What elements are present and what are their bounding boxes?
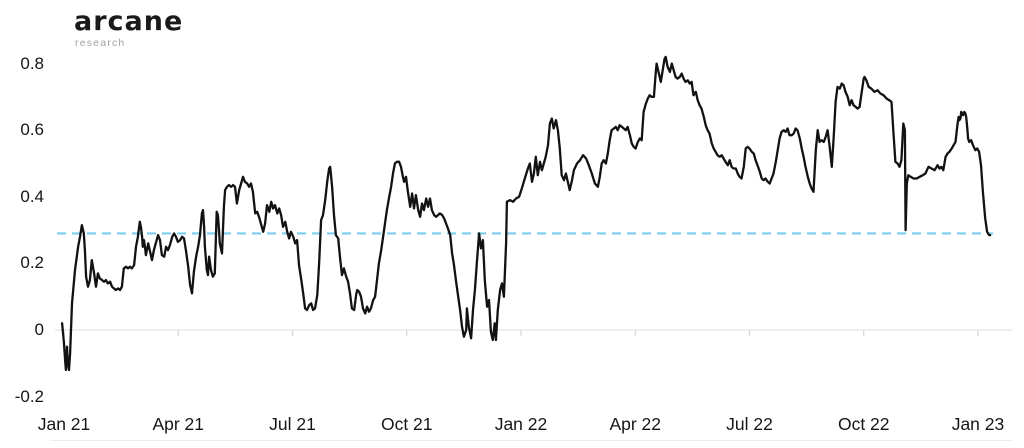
- x-tick-label: Apr 21: [152, 414, 205, 434]
- y-tick-label: 0.6: [20, 120, 44, 140]
- x-tick-label: Oct 22: [837, 414, 890, 434]
- x-tick-label: Jan 22: [494, 414, 548, 434]
- x-tick-label: Jul 21: [269, 414, 316, 434]
- brand-subtitle: research: [75, 37, 126, 49]
- x-tick-label: Jul 22: [726, 414, 773, 434]
- y-tick-label: 0: [34, 320, 44, 339]
- x-tick-label: Jan 21: [37, 414, 91, 434]
- y-tick-label: 0.4: [20, 186, 44, 206]
- y-tick-label: -0.2: [14, 386, 44, 406]
- brand-name: arcane: [74, 6, 184, 37]
- series-line-correlation: [60, 55, 992, 372]
- x-tick-label: Apr 22: [609, 414, 662, 434]
- x-tick-label: Oct 21: [380, 414, 433, 434]
- brand-logo: arcane research: [74, 8, 183, 49]
- y-tick-label: 0.8: [20, 53, 44, 73]
- bottom-border: [50, 440, 1012, 441]
- y-tick-label: 0.2: [20, 253, 44, 273]
- x-tick-label: Jan 23: [951, 414, 1005, 434]
